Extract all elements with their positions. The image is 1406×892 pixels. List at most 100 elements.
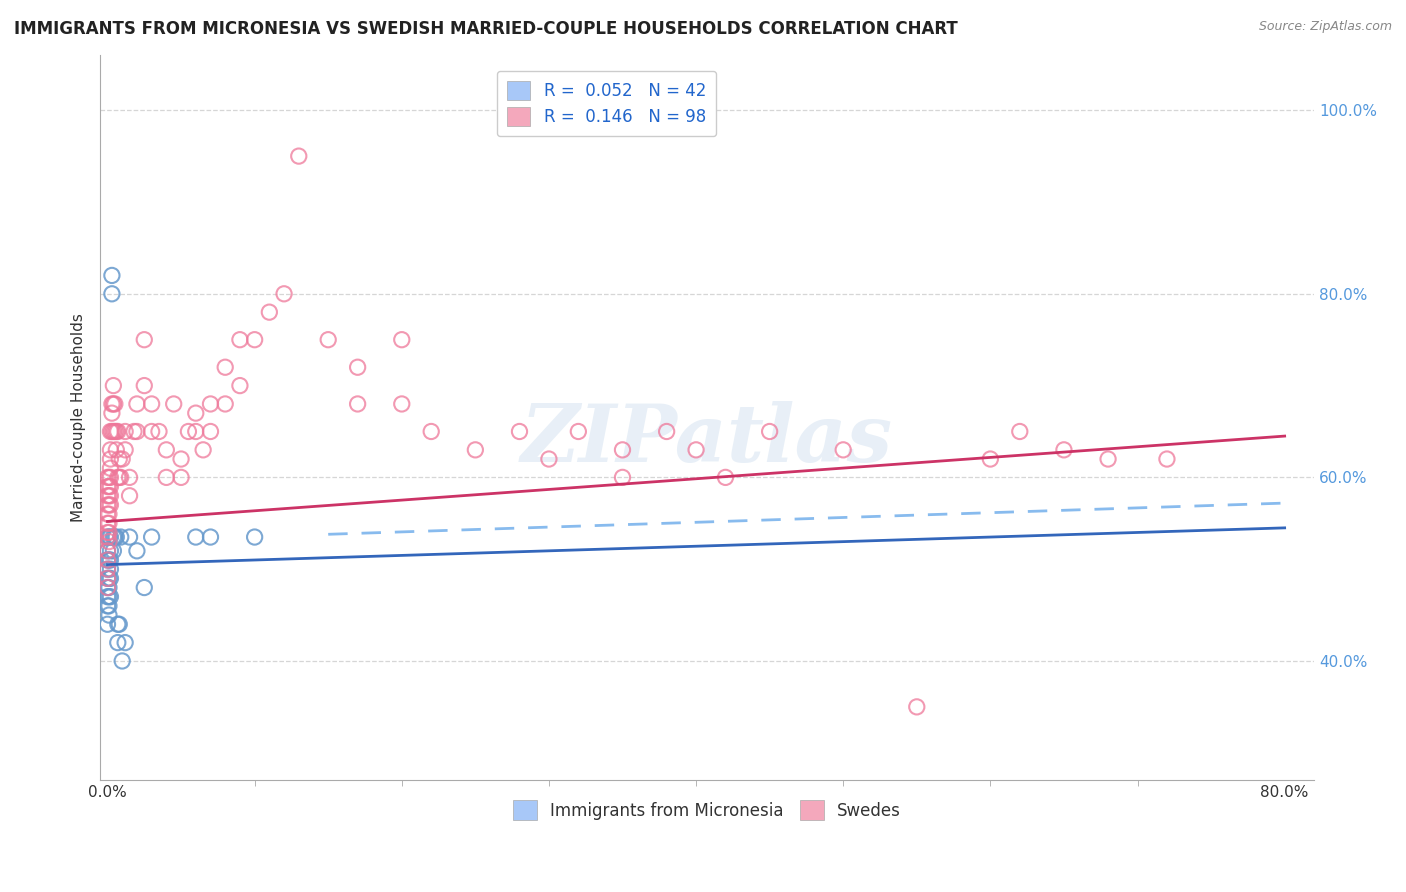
Point: [122, 425, 145, 439]
Point: [134, 333, 156, 347]
Point: [97, 571, 120, 585]
Point: [103, 544, 125, 558]
Point: [107, 617, 129, 632]
Point: [155, 442, 177, 457]
Point: [97, 534, 120, 549]
Point: [104, 425, 127, 439]
Point: [685, 442, 707, 457]
Point: [200, 425, 222, 439]
Point: [97, 530, 120, 544]
Point: [100, 590, 122, 604]
Point: [391, 397, 413, 411]
Point: [832, 442, 855, 457]
Legend: Immigrants from Micronesia, Swedes: Immigrants from Micronesia, Swedes: [506, 794, 907, 826]
Point: [184, 530, 207, 544]
Point: [97, 581, 120, 595]
Point: [118, 489, 141, 503]
Text: Source: ZipAtlas.com: Source: ZipAtlas.com: [1258, 20, 1392, 33]
Point: [97, 498, 120, 512]
Point: [104, 530, 127, 544]
Point: [288, 149, 311, 163]
Point: [100, 479, 122, 493]
Point: [141, 397, 163, 411]
Point: [96, 498, 118, 512]
Point: [96, 571, 118, 585]
Point: [96, 530, 118, 544]
Point: [979, 452, 1001, 467]
Point: [114, 425, 136, 439]
Point: [200, 397, 222, 411]
Point: [105, 530, 128, 544]
Point: [537, 452, 560, 467]
Point: [97, 590, 120, 604]
Point: [170, 470, 193, 484]
Point: [97, 525, 120, 540]
Point: [110, 470, 132, 484]
Point: [114, 442, 136, 457]
Point: [100, 489, 122, 503]
Point: [346, 397, 368, 411]
Point: [105, 442, 128, 457]
Point: [114, 635, 136, 649]
Point: [97, 479, 120, 493]
Point: [101, 406, 124, 420]
Point: [464, 442, 486, 457]
Point: [111, 452, 134, 467]
Point: [108, 470, 131, 484]
Point: [125, 544, 148, 558]
Point: [96, 489, 118, 503]
Point: [100, 498, 122, 512]
Point: [612, 442, 634, 457]
Point: [200, 530, 222, 544]
Point: [101, 268, 124, 283]
Point: [96, 590, 118, 604]
Point: [655, 425, 678, 439]
Point: [108, 452, 131, 467]
Point: [103, 378, 125, 392]
Point: [214, 397, 236, 411]
Point: [163, 397, 186, 411]
Point: [103, 425, 125, 439]
Point: [96, 617, 118, 632]
Point: [96, 562, 118, 576]
Point: [243, 333, 266, 347]
Point: [96, 571, 118, 585]
Point: [229, 333, 252, 347]
Point: [96, 530, 118, 544]
Point: [111, 654, 134, 668]
Point: [96, 581, 118, 595]
Point: [108, 617, 131, 632]
Point: [100, 562, 122, 576]
Point: [103, 530, 125, 544]
Point: [273, 286, 295, 301]
Point: [612, 470, 634, 484]
Point: [184, 406, 207, 420]
Point: [100, 425, 122, 439]
Point: [100, 470, 122, 484]
Point: [1053, 442, 1076, 457]
Point: [100, 553, 122, 567]
Point: [107, 635, 129, 649]
Point: [229, 378, 252, 392]
Point: [1097, 452, 1119, 467]
Y-axis label: Married-couple Households: Married-couple Households: [72, 313, 86, 522]
Text: IMMIGRANTS FROM MICRONESIA VS SWEDISH MARRIED-COUPLE HOUSEHOLDS CORRELATION CHAR: IMMIGRANTS FROM MICRONESIA VS SWEDISH MA…: [14, 20, 957, 37]
Point: [125, 397, 148, 411]
Point: [96, 553, 118, 567]
Point: [905, 699, 928, 714]
Point: [110, 530, 132, 544]
Point: [714, 470, 737, 484]
Point: [97, 516, 120, 531]
Point: [391, 333, 413, 347]
Point: [100, 442, 122, 457]
Point: [96, 516, 118, 531]
Point: [125, 425, 148, 439]
Point: [567, 425, 589, 439]
Point: [105, 425, 128, 439]
Point: [259, 305, 281, 319]
Point: [134, 378, 156, 392]
Point: [96, 581, 118, 595]
Point: [177, 425, 200, 439]
Point: [100, 530, 122, 544]
Point: [214, 360, 236, 375]
